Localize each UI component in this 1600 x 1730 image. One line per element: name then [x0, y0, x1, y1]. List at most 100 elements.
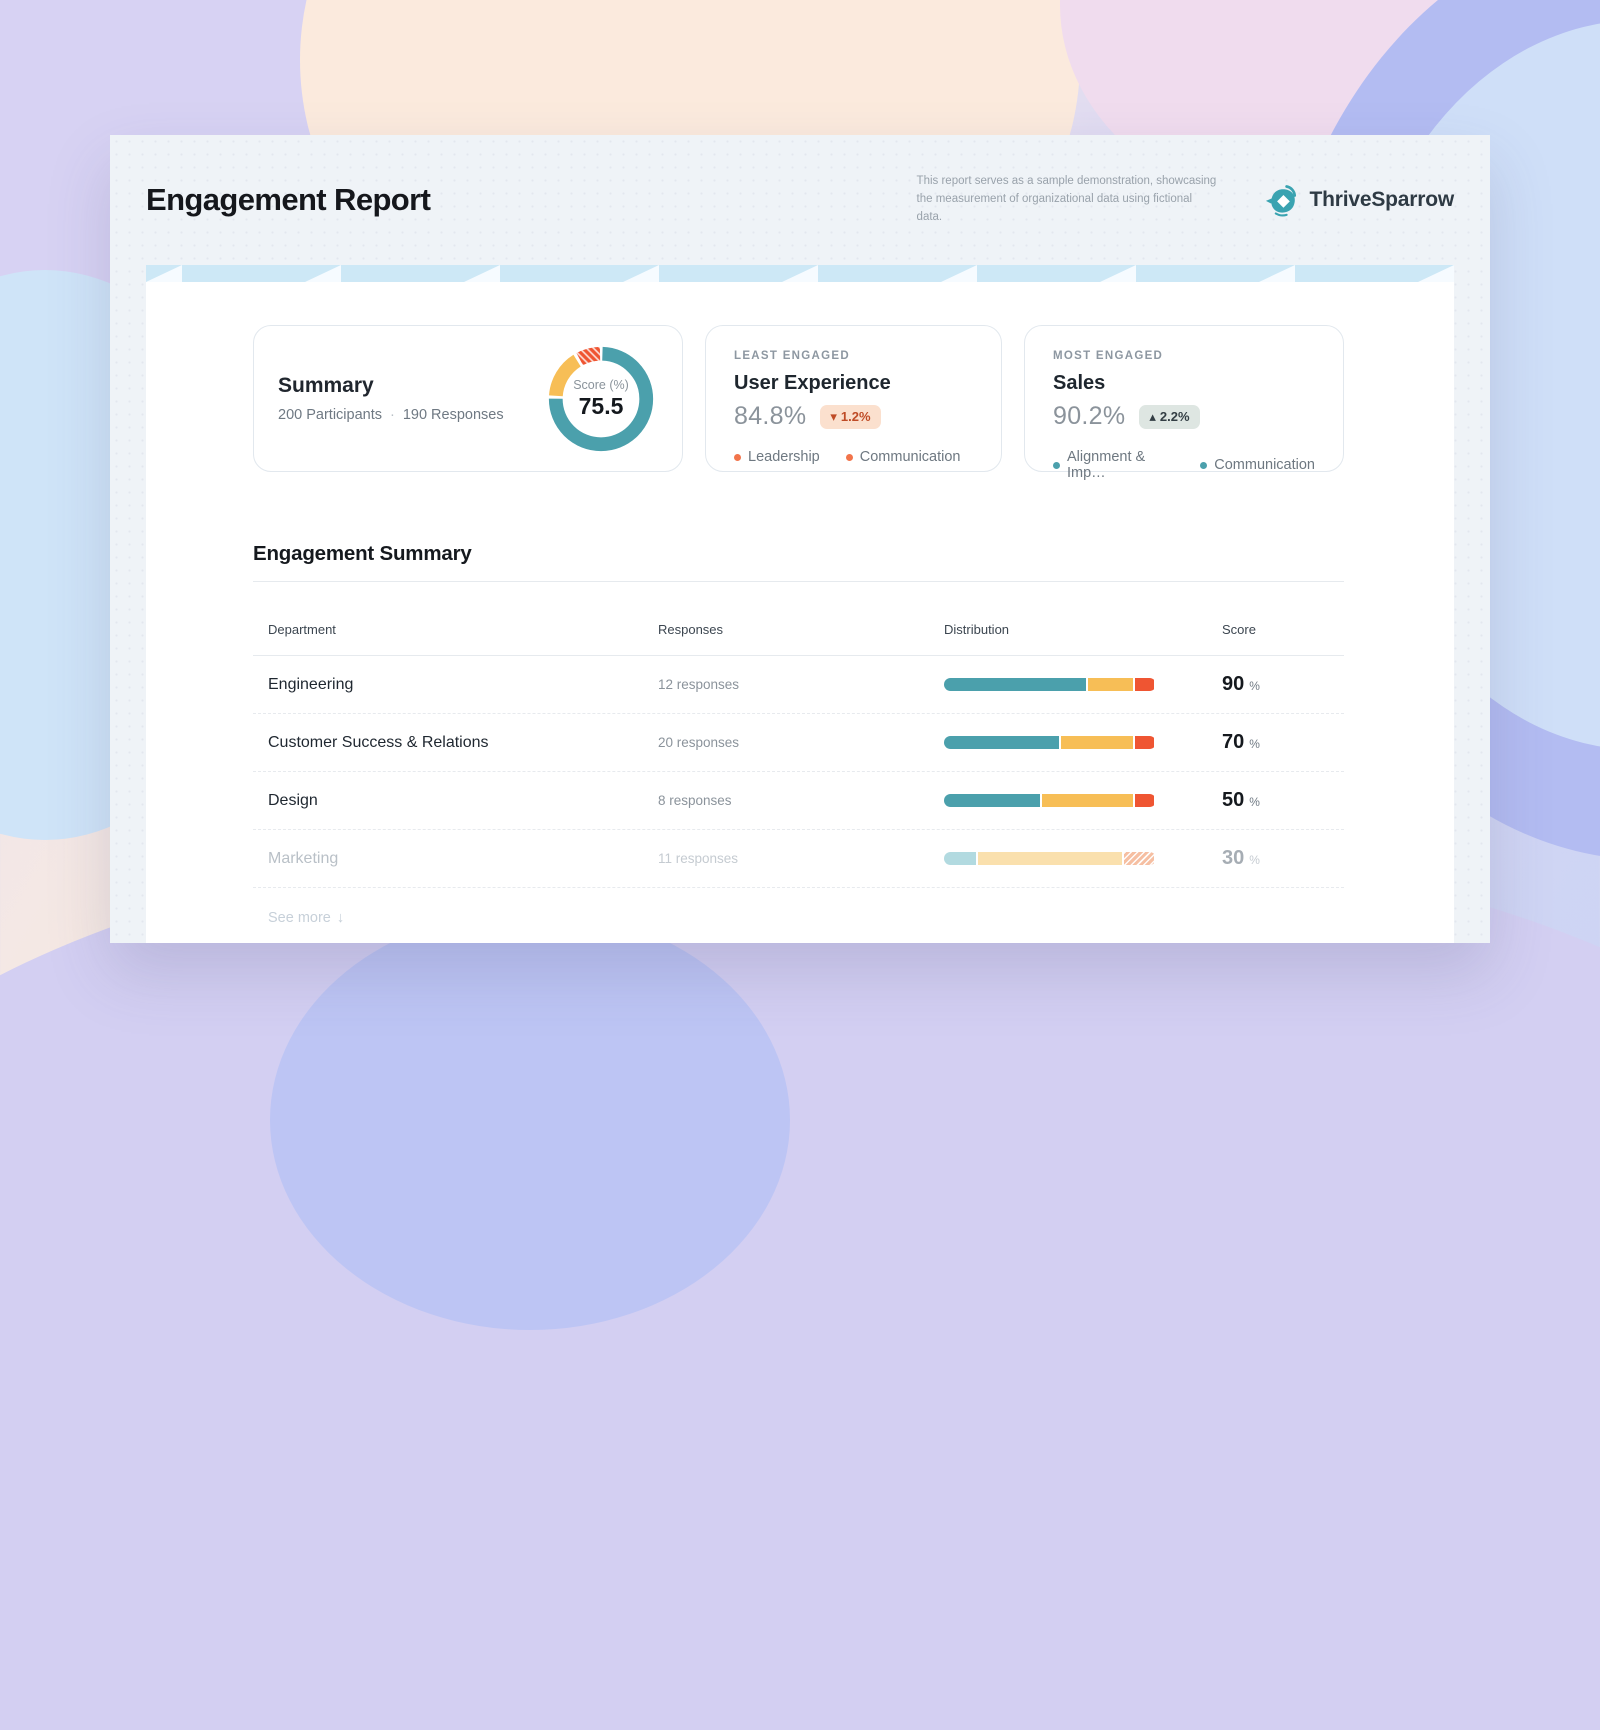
bar-segment-neutral	[1041, 794, 1133, 807]
driver-dot-icon	[1053, 461, 1060, 469]
responses-cell: 12 responses	[658, 677, 740, 692]
driver-item: Leadership	[734, 449, 820, 465]
table-header-row: Department Responses Distribution Score	[253, 582, 1344, 656]
sail-triangle-decoration	[782, 265, 818, 282]
driver-item: Communication	[845, 449, 961, 465]
see-more-label: See more	[268, 910, 331, 926]
donut-center-label: Score (%)	[573, 377, 629, 392]
most-engaged-value: 90.2%	[1053, 402, 1126, 430]
thrivesparrow-logo-icon	[1265, 185, 1296, 217]
brand-name: ThriveSparrow	[1309, 188, 1455, 211]
most-engaged-title: Sales	[1053, 372, 1106, 394]
sail-triangle-decoration	[146, 265, 182, 282]
bar-segment-engaged	[944, 736, 1059, 749]
table-body: Engineering 12 responses 90% Customer Succe…	[253, 656, 1344, 888]
responses-count: 190 Responses	[402, 407, 504, 423]
decorative-banner-strip	[146, 265, 1454, 282]
score-value: 90	[1222, 673, 1245, 695]
engagement-summary-heading: Engagement Summary	[253, 542, 472, 565]
delta-down-value: 1.2%	[840, 409, 871, 424]
bar-segment-disengaged	[1134, 794, 1154, 807]
score-unit: %	[1249, 737, 1260, 751]
summary-card-subtitle: 200 Participants · 190 Responses	[278, 407, 504, 423]
column-header-department: Department	[268, 622, 336, 637]
driver-label: Leadership	[748, 449, 820, 465]
donut-center: Score (%) 75.5	[542, 340, 660, 458]
bar-segment-disengaged	[1134, 678, 1154, 691]
page-title: Engagement Report	[146, 182, 431, 217]
department-cell: Marketing	[268, 849, 339, 867]
column-header-score: Score	[1222, 622, 1256, 637]
distribution-bar	[944, 736, 1156, 749]
driver-dot-icon	[734, 453, 741, 461]
see-more-link[interactable]: See more ↓	[253, 910, 344, 926]
driver-label: Alignment & Imp…	[1067, 449, 1146, 481]
table-row-customer-success-relations: Customer Success & Relations 20 responses…	[253, 714, 1344, 772]
bar-segment-disengaged	[1124, 852, 1154, 865]
distribution-cell	[944, 852, 1222, 865]
sail-triangle-decoration	[305, 265, 341, 282]
score-donut-chart: Score (%) 75.5	[542, 340, 660, 458]
donut-svg	[548, 346, 654, 451]
bar-segment-neutral	[977, 852, 1123, 865]
distribution-bar	[944, 678, 1156, 691]
report-content: Summary 200 Participants · 190 Responses	[146, 282, 1454, 943]
arrow-down-icon: ↓	[336, 910, 345, 926]
delta-up-badge: ▴ 2.2%	[1139, 404, 1200, 429]
score-cell: 50%	[1222, 789, 1344, 812]
bar-segment-engaged	[944, 678, 1087, 691]
score-unit: %	[1249, 795, 1260, 809]
score-cell: 30%	[1222, 847, 1344, 870]
bar-segment-neutral	[1088, 678, 1133, 691]
brand-logo: ThriveSparrow	[1265, 182, 1454, 218]
background-blob	[0, 830, 1600, 1730]
department-cell: Design	[268, 791, 318, 809]
column-header-responses: Responses	[658, 622, 724, 637]
table-row-design: Design 8 responses 50%	[253, 772, 1344, 830]
sail-triangle-decoration	[1418, 265, 1454, 282]
driver-dot-icon	[1200, 461, 1208, 469]
sail-triangle-decoration	[623, 265, 659, 282]
score-cell: 90%	[1222, 673, 1344, 696]
least-engaged-drivers: Leadership Communication	[734, 449, 973, 465]
least-engaged-value: 84.8%	[734, 402, 807, 430]
most-engaged-drivers: Alignment & Imp… Communication	[1053, 449, 1315, 481]
driver-label: Communication	[859, 449, 961, 465]
report-header: Engagement Report This report serves as …	[110, 135, 1490, 265]
score-value: 30	[1222, 847, 1245, 869]
distribution-cell	[944, 736, 1222, 749]
score-value: 50	[1222, 789, 1245, 811]
summary-card-text: Summary 200 Participants · 190 Responses	[278, 374, 504, 423]
bar-segment-engaged	[944, 852, 976, 865]
distribution-cell	[944, 678, 1222, 691]
table-row-marketing: Marketing 11 responses 30%	[253, 830, 1344, 888]
most-engaged-label: MOST ENGAGED	[1053, 350, 1164, 362]
department-cell: Customer Success & Relations	[268, 733, 489, 751]
column-header-distribution: Distribution	[944, 622, 1010, 637]
score-cell: 70%	[1222, 731, 1344, 754]
delta-up-value: 2.2%	[1159, 409, 1190, 424]
donut-center-value: 75.5	[578, 392, 624, 419]
background-blob	[270, 910, 790, 1330]
least-engaged-card: LEAST ENGAGED User Experience 84.8% ▾ 1.…	[705, 325, 1002, 472]
least-engaged-label: LEAST ENGAGED	[734, 350, 850, 362]
least-engaged-value-row: 84.8% ▾ 1.2%	[734, 402, 973, 431]
delta-down-badge: ▾ 1.2%	[820, 404, 881, 429]
score-value: 70	[1222, 731, 1245, 753]
summary-card-title: Summary	[278, 374, 374, 397]
sail-triangle-decoration	[464, 265, 500, 282]
responses-cell: 20 responses	[658, 735, 740, 750]
score-unit: %	[1249, 853, 1260, 867]
sail-triangle-decoration	[1259, 265, 1295, 282]
responses-cell: 8 responses	[658, 793, 732, 808]
department-cell: Engineering	[268, 675, 354, 693]
sail-triangle-decoration	[1100, 265, 1136, 282]
driver-label: Communication	[1214, 457, 1315, 473]
table-row-engineering: Engineering 12 responses 90%	[253, 656, 1344, 714]
header-right: This report serves as a sample demonstra…	[916, 173, 1455, 226]
dot-separator: ·	[389, 407, 395, 423]
bar-segment-neutral	[1060, 736, 1133, 749]
report-disclaimer: This report serves as a sample demonstra…	[916, 175, 1217, 223]
most-engaged-card: MOST ENGAGED Sales 90.2% ▴ 2.2% Alignmen…	[1024, 325, 1344, 481]
driver-item: Alignment & Imp…	[1053, 449, 1174, 481]
